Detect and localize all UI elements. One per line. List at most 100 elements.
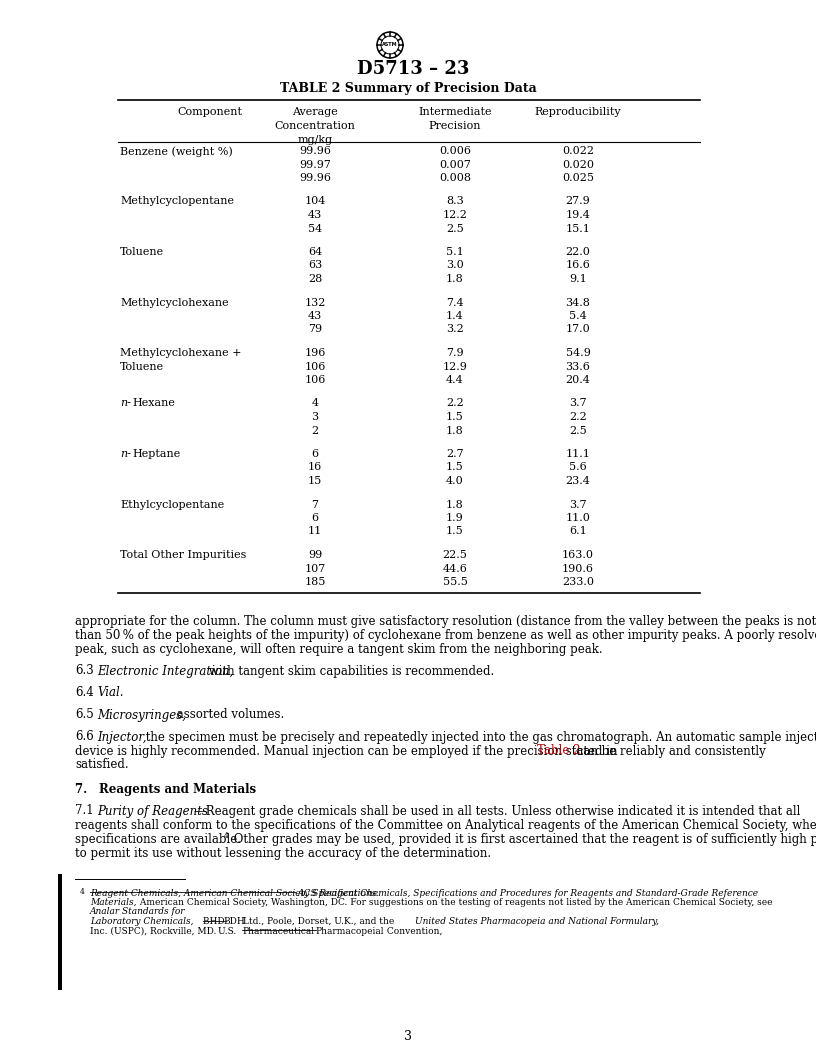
Text: Component: Component xyxy=(178,107,242,117)
Text: 3.2: 3.2 xyxy=(446,324,463,335)
Text: American Chemical Society, Washington, DC. For suggestions on the testing of rea: American Chemical Society, Washington, D… xyxy=(137,898,773,907)
Text: 34.8: 34.8 xyxy=(565,298,591,307)
Text: 1.8: 1.8 xyxy=(446,499,463,509)
Text: Microsyringes,: Microsyringes, xyxy=(97,709,186,721)
Text: Toluene: Toluene xyxy=(120,247,164,257)
Text: 4.4: 4.4 xyxy=(446,375,463,385)
Text: 11: 11 xyxy=(308,527,322,536)
Text: 1.5: 1.5 xyxy=(446,463,463,472)
Text: 0.025: 0.025 xyxy=(562,173,594,183)
Text: with tangent skim capabilities is recommended.: with tangent skim capabilities is recomm… xyxy=(205,664,494,678)
Text: Laboratory Chemicals,: Laboratory Chemicals, xyxy=(90,917,193,926)
Text: n-: n- xyxy=(120,449,131,459)
Text: 27.9: 27.9 xyxy=(565,196,590,207)
Text: 3.7: 3.7 xyxy=(570,499,587,509)
Bar xyxy=(58,873,62,991)
Text: 1.4: 1.4 xyxy=(446,312,463,321)
Text: Analar Standards for: Analar Standards for xyxy=(90,907,185,917)
Text: 17.0: 17.0 xyxy=(565,324,590,335)
Text: Heptane: Heptane xyxy=(132,449,180,459)
Text: 7.4: 7.4 xyxy=(446,298,463,307)
Text: 22.5: 22.5 xyxy=(442,550,468,560)
Text: 0.020: 0.020 xyxy=(562,159,594,170)
Text: 99.97: 99.97 xyxy=(299,159,331,170)
Text: specifications are available.: specifications are available. xyxy=(75,832,241,846)
Text: Materials,: Materials, xyxy=(90,898,136,907)
Text: appropriate for the column. The column must give satisfactory resolution (distan: appropriate for the column. The column m… xyxy=(75,615,816,627)
Text: 185: 185 xyxy=(304,577,326,587)
Text: 16: 16 xyxy=(308,463,322,472)
Text: the specimen must be precisely and repeatedly injected into the gas chromatograp: the specimen must be precisely and repea… xyxy=(142,731,816,743)
Text: Other grades may be used, provided it is first ascertained that the reagent is o: Other grades may be used, provided it is… xyxy=(230,832,816,846)
Text: 23.4: 23.4 xyxy=(565,476,591,486)
Text: 11.0: 11.0 xyxy=(565,513,591,523)
Text: 6: 6 xyxy=(312,513,318,523)
Text: Electronic Integration,: Electronic Integration, xyxy=(97,664,233,678)
Text: 2.2: 2.2 xyxy=(569,412,587,422)
Text: Injector,: Injector, xyxy=(97,731,147,743)
Text: 54.9: 54.9 xyxy=(565,348,591,358)
Text: Reproducibility: Reproducibility xyxy=(534,107,621,117)
Text: 0.007: 0.007 xyxy=(439,159,471,170)
Text: to permit its use without lessening the accuracy of the determination.: to permit its use without lessening the … xyxy=(75,847,491,860)
Text: 55.5: 55.5 xyxy=(442,577,468,587)
Text: satisfied.: satisfied. xyxy=(75,758,129,772)
Text: 7.9: 7.9 xyxy=(446,348,463,358)
Text: 6.1: 6.1 xyxy=(569,527,587,536)
Text: 3.7: 3.7 xyxy=(570,398,587,409)
Text: Toluene: Toluene xyxy=(120,361,164,372)
Text: Purity of Reagents: Purity of Reagents xyxy=(97,805,208,817)
Text: Total Other Impurities: Total Other Impurities xyxy=(120,550,246,560)
Text: 6.6: 6.6 xyxy=(75,731,94,743)
Text: 2.7: 2.7 xyxy=(446,449,463,459)
Text: 12.9: 12.9 xyxy=(442,361,468,372)
Text: Inc. (USPC), Rockville, MD.: Inc. (USPC), Rockville, MD. xyxy=(90,926,216,936)
Text: 2.2: 2.2 xyxy=(446,398,463,409)
Text: 3: 3 xyxy=(312,412,318,422)
Text: TABLE 2 Summary of Precision Data: TABLE 2 Summary of Precision Data xyxy=(280,82,536,95)
Text: 1.8: 1.8 xyxy=(446,274,463,284)
Text: Methylcyclohexane +: Methylcyclohexane + xyxy=(120,348,242,358)
Text: 3: 3 xyxy=(404,1030,412,1043)
Text: 4.0: 4.0 xyxy=(446,476,463,486)
Text: Intermediate
Precision: Intermediate Precision xyxy=(419,107,492,131)
Text: 2: 2 xyxy=(312,426,318,435)
Text: assorted volumes.: assorted volumes. xyxy=(173,709,284,721)
Text: 63: 63 xyxy=(308,261,322,270)
Text: 15.1: 15.1 xyxy=(565,224,591,233)
Text: 22.0: 22.0 xyxy=(565,247,591,257)
Text: reagents shall conform to the specifications of the Committee on Analytical reag: reagents shall conform to the specificat… xyxy=(75,818,816,831)
Text: 9.1: 9.1 xyxy=(569,274,587,284)
Text: 4: 4 xyxy=(80,888,85,897)
Text: 11.1: 11.1 xyxy=(565,449,591,459)
Text: Methylcyclopentane: Methylcyclopentane xyxy=(120,196,234,207)
Text: 104: 104 xyxy=(304,196,326,207)
Text: D5713 – 23: D5713 – 23 xyxy=(357,60,469,78)
Text: 3.0: 3.0 xyxy=(446,261,463,270)
Text: 43: 43 xyxy=(308,312,322,321)
Text: 107: 107 xyxy=(304,564,326,573)
Text: 15: 15 xyxy=(308,476,322,486)
Text: 196: 196 xyxy=(304,348,326,358)
Text: Hexane: Hexane xyxy=(132,398,175,409)
Text: BHD-: BHD- xyxy=(200,917,228,926)
Text: n-: n- xyxy=(120,398,131,409)
Text: 99.96: 99.96 xyxy=(299,146,331,156)
Text: 0.006: 0.006 xyxy=(439,146,471,156)
Text: Convention,: Convention, xyxy=(384,926,442,936)
Text: Methylcyclohexane: Methylcyclohexane xyxy=(120,298,228,307)
Text: 2.5: 2.5 xyxy=(569,426,587,435)
Text: Reagent Chemicals, American Chemical Society Specifications.: Reagent Chemicals, American Chemical Soc… xyxy=(90,888,379,898)
Text: 5.4: 5.4 xyxy=(569,312,587,321)
Text: peak, such as cyclohexane, will often require a tangent skim from the neighborin: peak, such as cyclohexane, will often re… xyxy=(75,642,603,656)
Text: 8.3: 8.3 xyxy=(446,196,463,207)
Text: 233.0: 233.0 xyxy=(562,577,594,587)
Text: U.S.: U.S. xyxy=(218,926,239,936)
Text: 7.1: 7.1 xyxy=(75,805,94,817)
Text: 12.2: 12.2 xyxy=(442,210,468,220)
Text: Table 2: Table 2 xyxy=(537,744,580,757)
Text: 7.  Reagents and Materials: 7. Reagents and Materials xyxy=(75,782,256,795)
Text: Benzene (weight %): Benzene (weight %) xyxy=(120,146,233,156)
Text: ASTM: ASTM xyxy=(382,42,398,48)
Text: ACS Reagent Chemicals, Specifications and Procedures for Reagents and Standard-G: ACS Reagent Chemicals, Specifications an… xyxy=(297,888,758,898)
